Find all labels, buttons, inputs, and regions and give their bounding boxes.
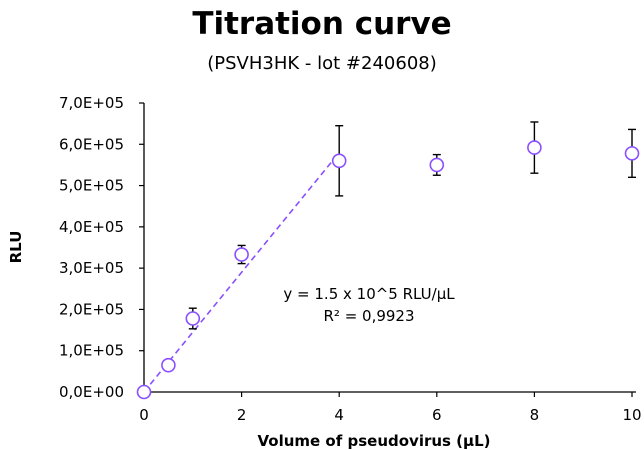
y-tick-label: 2,0E+05 bbox=[59, 300, 124, 318]
y-tick-label: 1,0E+05 bbox=[59, 342, 124, 360]
data-point bbox=[331, 153, 347, 169]
y-tick-label: 3,0E+05 bbox=[59, 259, 124, 277]
x-tick-label: 2 bbox=[237, 406, 247, 424]
data-point bbox=[136, 384, 152, 400]
y-tick-label: 0,0E+00 bbox=[59, 383, 124, 401]
y-tick-label: 5,0E+05 bbox=[59, 177, 124, 195]
data-point bbox=[429, 157, 445, 173]
chart-title: Titration curve bbox=[192, 6, 451, 42]
x-tick-label: 6 bbox=[432, 406, 442, 424]
x-tick-label: 4 bbox=[334, 406, 344, 424]
chart-subtitle: (PSVH3HK - lot #240608) bbox=[207, 53, 437, 74]
fit-equation-annotation: y = 1.5 x 10^5 RLU/µL bbox=[283, 285, 455, 303]
data-point bbox=[624, 146, 640, 161]
points-layer bbox=[136, 140, 640, 400]
y-tick-label: 6,0E+05 bbox=[59, 135, 124, 153]
data-point bbox=[527, 140, 542, 155]
data-point bbox=[161, 357, 176, 373]
data-point bbox=[185, 311, 201, 326]
fit-line bbox=[143, 152, 340, 393]
x-axis-label: Volume of pseudovirus (µL) bbox=[257, 432, 490, 450]
x-tick-label: 8 bbox=[530, 406, 540, 424]
data-point bbox=[234, 247, 249, 262]
fit-layer bbox=[143, 152, 340, 393]
y-tick-label: 7,0E+05 bbox=[59, 94, 124, 112]
y-tick-label: 4,0E+05 bbox=[59, 218, 124, 236]
r-squared-annotation: R² = 0,9923 bbox=[323, 307, 414, 325]
x-tick-label: 10 bbox=[622, 406, 641, 424]
axes-layer: 0,0E+00 1,0E+05 2,0E+05 3,0E+05 4,0E+05 5,0E+… bbox=[59, 94, 642, 424]
x-tick-label: 0 bbox=[139, 406, 149, 424]
y-axis-label: RLU bbox=[7, 231, 25, 264]
